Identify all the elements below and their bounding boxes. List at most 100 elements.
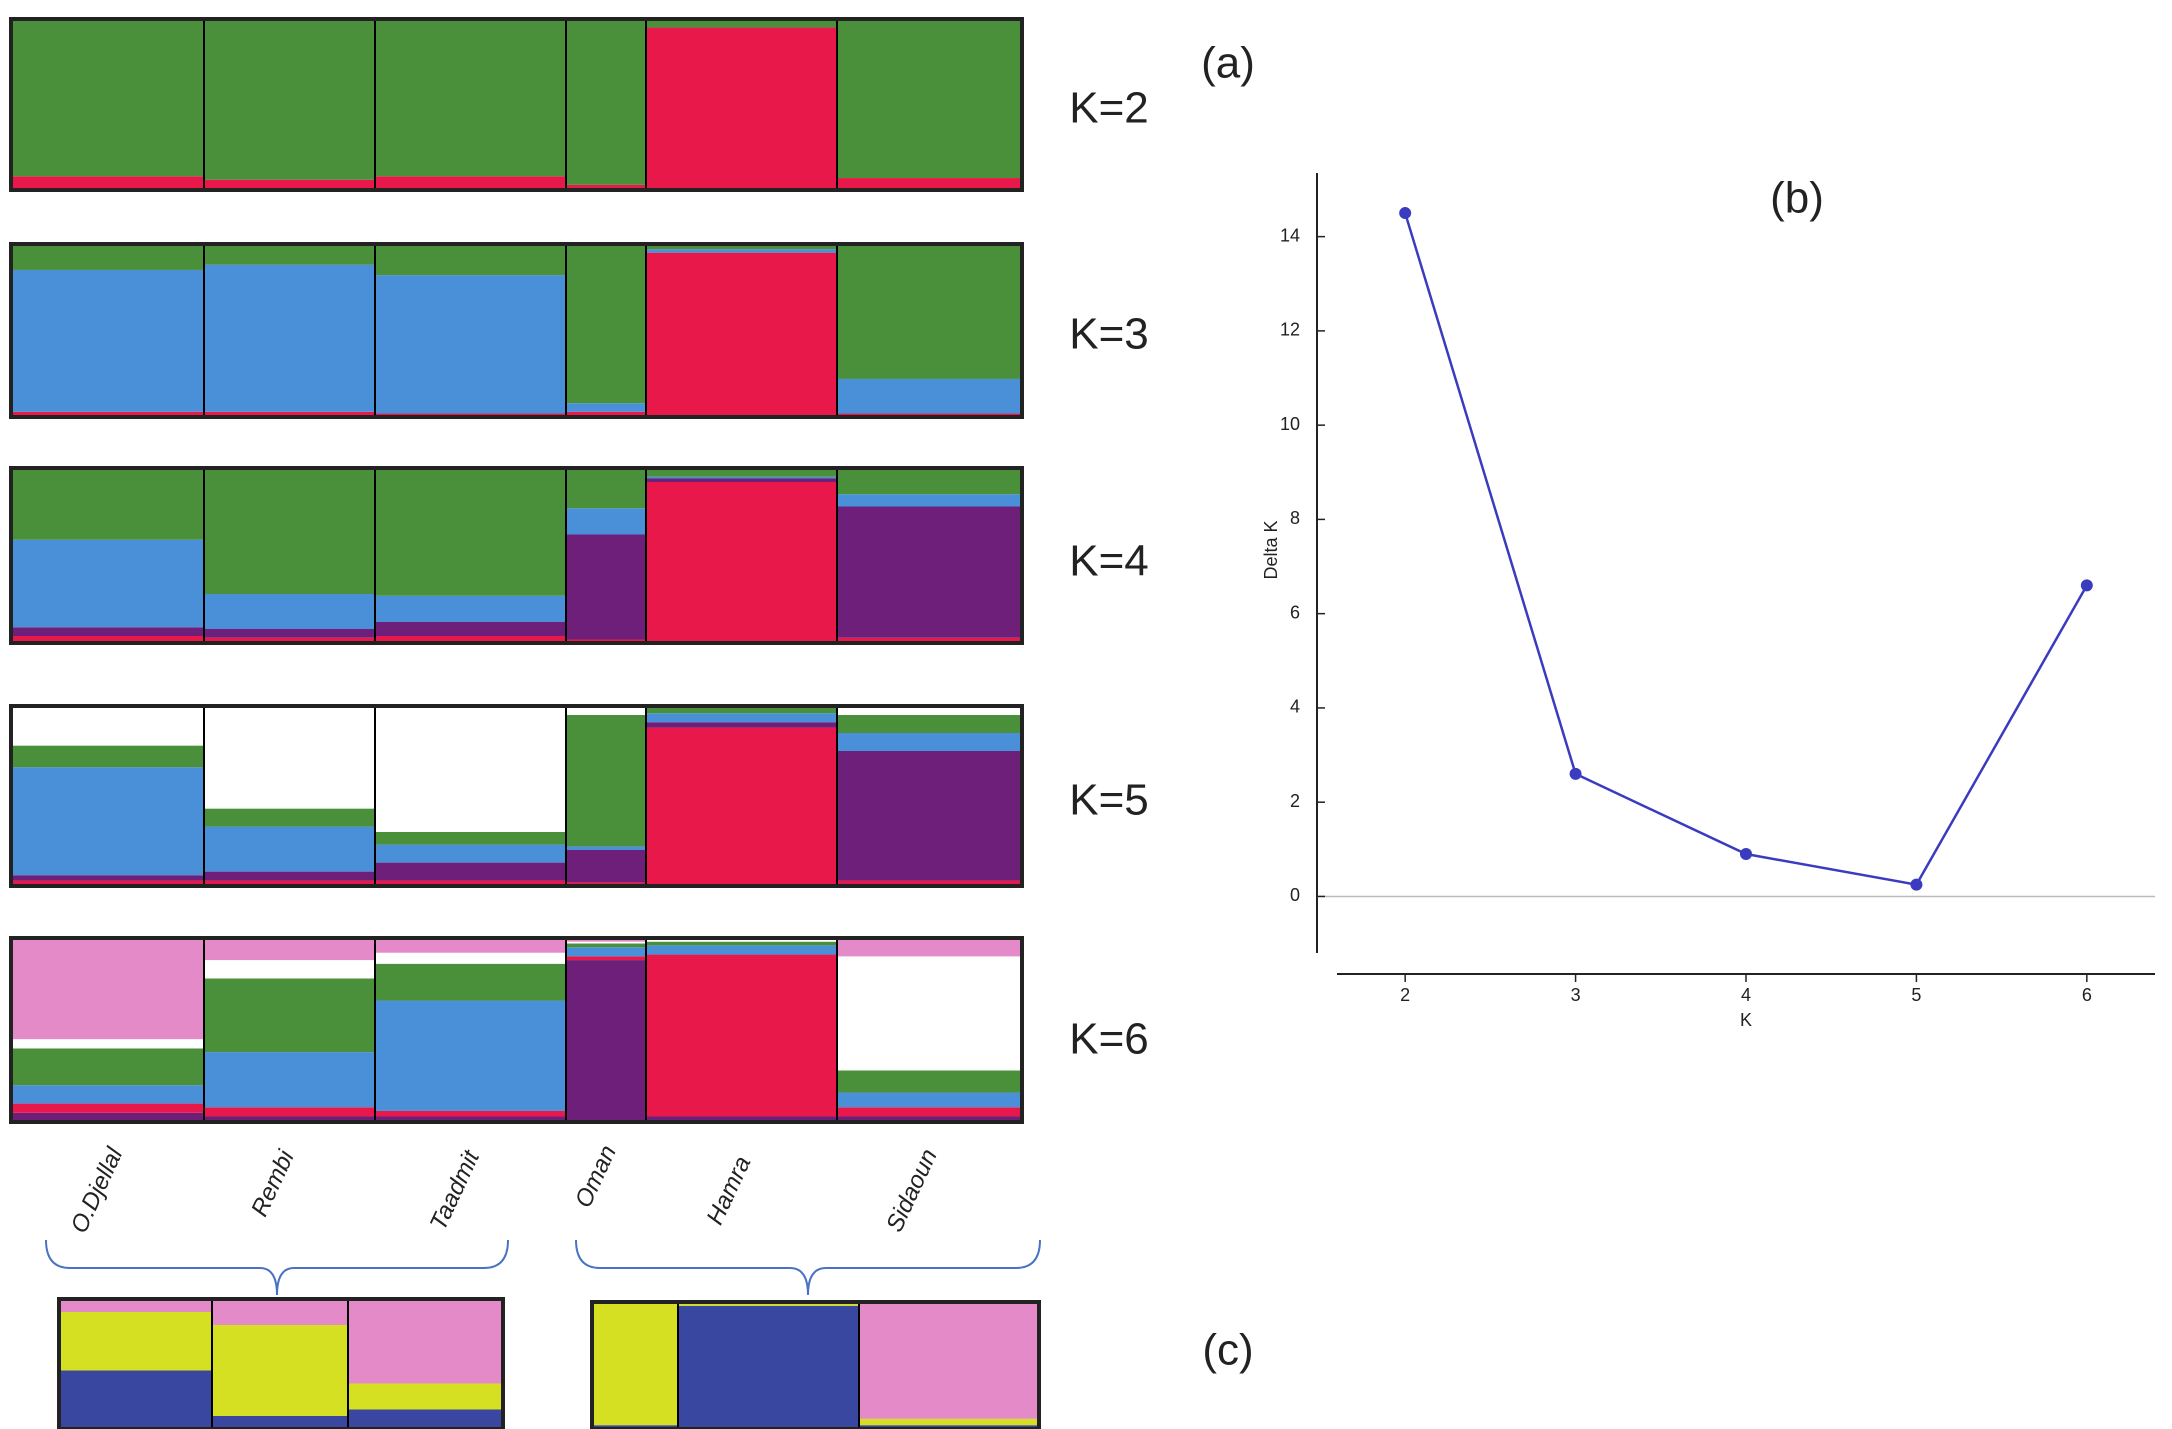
x-tick-label: 3 — [1571, 985, 1581, 1005]
ancestry-segment — [837, 506, 1022, 638]
panel-frame — [9, 466, 1024, 645]
ancestry-segment — [592, 1302, 678, 1426]
ancestry-segment — [646, 19, 837, 28]
ancestry-segment — [837, 19, 1022, 179]
delta-k-line — [1403, 212, 2088, 887]
y-tick-label: 12 — [1280, 320, 1300, 340]
ancestry-segment — [375, 636, 566, 643]
ancestry-segment — [59, 1312, 212, 1371]
ancestry-segment — [375, 938, 566, 953]
y-tick-label: 10 — [1280, 414, 1300, 434]
ancestry-segment — [566, 960, 646, 1122]
ancestry-segment — [59, 1299, 212, 1312]
panel-frame — [590, 1300, 1041, 1429]
ancestry-segment — [646, 939, 837, 942]
ancestry-segment — [566, 534, 646, 640]
ancestry-segment — [837, 733, 1022, 751]
ancestry-segment — [204, 871, 375, 881]
population-label: Rembi — [246, 1146, 300, 1221]
ancestry-segment — [11, 411, 204, 417]
ancestry-segment — [11, 1103, 204, 1113]
ancestry-segment — [837, 637, 1022, 643]
k-label: K=2 — [1069, 84, 1149, 133]
delta-k-point — [1569, 767, 1582, 780]
ancestry-segment — [11, 1112, 204, 1122]
population-label: Taadmit — [425, 1145, 486, 1234]
x-tick-label: 6 — [2082, 985, 2092, 1005]
ancestry-segment — [348, 1409, 503, 1429]
ancestry-segment — [11, 1048, 204, 1086]
ancestry-segment — [837, 178, 1022, 190]
ancestry-segment — [11, 875, 204, 881]
ancestry-segment — [837, 468, 1022, 495]
y-axis-label: Delta K — [1261, 520, 1281, 579]
ancestry-segment — [204, 1107, 375, 1117]
ancestry-segment — [204, 411, 375, 417]
ancestry-segment — [204, 808, 375, 827]
ancestry-segment — [566, 947, 646, 957]
ancestry-segment — [375, 176, 566, 190]
ancestry-segment — [11, 19, 204, 177]
y-tick-label: 2 — [1290, 791, 1300, 811]
ancestry-segment — [646, 482, 837, 643]
ancestry-segment — [375, 952, 566, 964]
ancestry-segment — [375, 622, 566, 636]
ancestry-segment — [375, 862, 566, 881]
panel-label: (a) — [1201, 39, 1255, 88]
delta-k-point — [1399, 207, 1412, 220]
ancestry-segment — [646, 478, 837, 482]
ancestry-segment — [204, 706, 375, 809]
ancestry-segment — [375, 468, 566, 596]
ancestry-segment — [837, 880, 1022, 886]
ancestry-segment — [566, 943, 646, 948]
ancestry-segment — [204, 978, 375, 1053]
ancestry-segment — [646, 727, 837, 886]
ancestry-segment — [646, 27, 837, 190]
ancestry-segment — [11, 627, 204, 636]
x-tick-label: 2 — [1400, 985, 1410, 1005]
ancestry-segment — [375, 880, 566, 886]
ancestry-segment — [375, 844, 566, 863]
ancestry-segment — [375, 244, 566, 276]
ancestry-segment — [646, 945, 837, 955]
ancestry-segment — [837, 1107, 1022, 1117]
ancestry-segment — [837, 715, 1022, 733]
ancestry-segment — [11, 938, 204, 1040]
ancestry-segment — [566, 468, 646, 509]
ancestry-segment — [11, 468, 204, 540]
ancestry-segment — [204, 629, 375, 638]
x-axis-label: K — [1740, 1010, 1752, 1030]
ancestry-segment — [375, 1110, 566, 1117]
ancestry-segment — [348, 1383, 503, 1410]
ancestry-segment — [566, 244, 646, 404]
ancestry-segment — [204, 637, 375, 643]
k-label: K=6 — [1069, 1015, 1149, 1064]
ancestry-segment — [646, 249, 837, 253]
delta-k-point — [2080, 579, 2093, 592]
panel-label: (c) — [1202, 1326, 1253, 1375]
ancestry-segment — [859, 1302, 1039, 1419]
ancestry-segment — [566, 411, 646, 417]
ancestry-segment — [11, 539, 204, 628]
ancestry-segment — [204, 938, 375, 961]
ancestry-segment — [566, 715, 646, 847]
ancestry-segment — [11, 706, 204, 746]
ancestry-segment — [11, 244, 204, 270]
ancestry-segment — [566, 706, 646, 715]
ancestry-segment — [837, 1092, 1022, 1108]
panel-label: (b) — [1770, 174, 1824, 223]
ancestry-segment — [204, 264, 375, 412]
ancestry-segment — [375, 19, 566, 177]
ancestry-segment — [11, 269, 204, 412]
bracket — [575, 1239, 1041, 1296]
population-label: Hamra — [701, 1152, 756, 1229]
ancestry-segment — [11, 636, 204, 643]
ancestry-segment — [837, 378, 1022, 414]
ancestry-segment — [646, 244, 837, 250]
ancestry-segment — [646, 252, 837, 417]
ancestry-segment — [646, 707, 837, 714]
ancestry-segment — [11, 745, 204, 768]
ancestry-segment — [212, 1299, 348, 1325]
ancestry-segment — [566, 184, 646, 190]
